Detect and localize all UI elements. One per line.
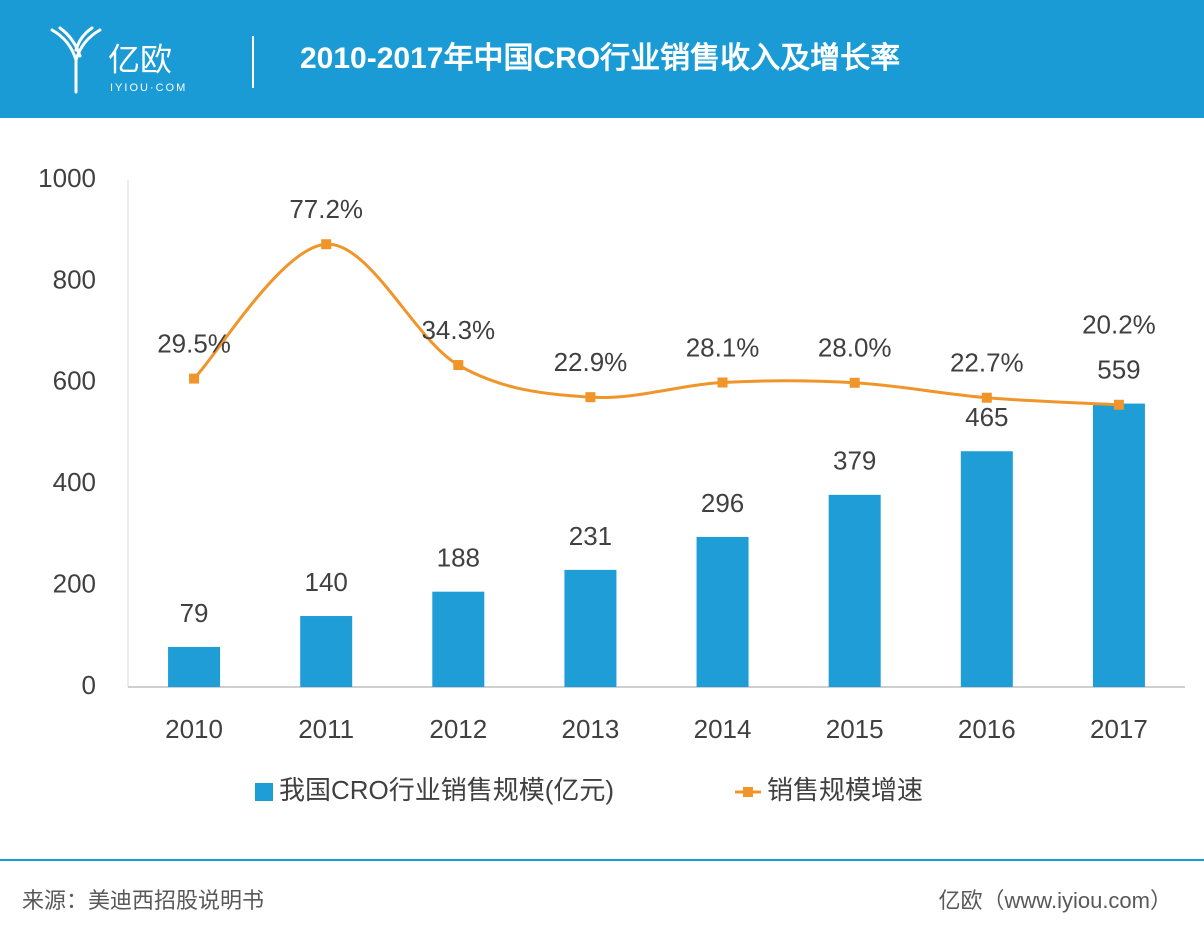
line-label: 34.3% [421, 315, 495, 345]
line-label: 28.0% [818, 333, 892, 363]
source: 来源：美迪西招股说明书 [22, 888, 264, 913]
x-tick-label: 2016 [958, 714, 1016, 744]
legend-label: 销售规模增速 [767, 775, 923, 805]
y-tick-label: 800 [53, 264, 96, 294]
line-label: 20.2% [1082, 309, 1156, 339]
line-label: 77.2% [289, 194, 363, 224]
bar-label: 188 [437, 543, 480, 573]
legend-label: 我国CRO行业销售规模(亿元) [279, 775, 614, 805]
bar-label: 140 [304, 567, 347, 597]
bar-label: 231 [569, 521, 612, 551]
line-label: 29.5% [157, 328, 231, 358]
bar [828, 494, 881, 687]
x-tick-label: 2012 [429, 714, 487, 744]
line-marker [1113, 399, 1124, 410]
legend-swatch [255, 783, 273, 801]
x-tick-label: 2017 [1090, 714, 1148, 744]
x-tick-label: 2014 [694, 714, 752, 744]
y-tick-label: 600 [53, 366, 96, 396]
bar [696, 536, 749, 687]
line-marker [189, 373, 200, 384]
line-label: 22.7% [950, 348, 1024, 378]
logo-text: 亿欧 [108, 41, 172, 77]
bar [960, 451, 1013, 687]
line-marker [717, 377, 728, 388]
bar [1092, 403, 1145, 687]
y-tick-label: 400 [53, 467, 96, 497]
logo-icon [50, 26, 102, 94]
line-marker [585, 392, 596, 403]
line-label: 28.1% [686, 332, 760, 362]
chart-title: 2010-2017年中国CRO行业销售收入及增长率 [300, 42, 900, 75]
y-tick-label: 200 [53, 568, 96, 598]
bar [300, 616, 353, 687]
x-tick-label: 2015 [826, 714, 884, 744]
bar-label: 465 [965, 402, 1008, 432]
line-marker [981, 392, 992, 403]
bar [432, 591, 485, 687]
bar-label: 379 [833, 446, 876, 476]
header-band [0, 0, 1204, 118]
legend-swatch [743, 787, 753, 797]
logo-sub: IYIOU·COM [110, 82, 187, 94]
x-tick-label: 2013 [562, 714, 620, 744]
bar [564, 569, 617, 687]
bar-label: 559 [1097, 354, 1140, 384]
y-tick-label: 1000 [38, 163, 96, 193]
bar-label: 296 [701, 488, 744, 518]
credit: 亿欧（www.iyiou.com） [939, 888, 1172, 913]
line [192, 242, 1120, 407]
line-marker [321, 239, 332, 250]
line-marker [453, 360, 464, 371]
x-tick-label: 2011 [298, 714, 354, 744]
line-label: 22.9% [554, 347, 628, 377]
line-marker [849, 377, 860, 388]
x-tick-label: 2010 [165, 714, 223, 744]
y-tick-label: 0 [82, 670, 96, 700]
bar [168, 646, 221, 687]
bar-label: 79 [180, 598, 209, 628]
